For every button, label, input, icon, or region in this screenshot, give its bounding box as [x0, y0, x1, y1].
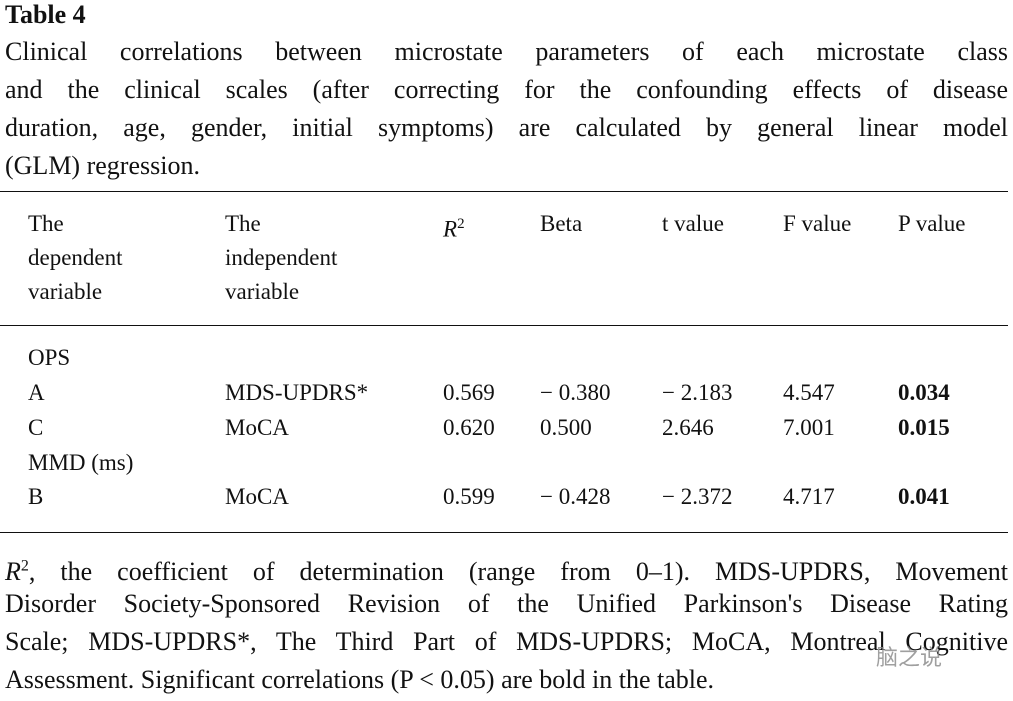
column-header: The — [28, 211, 64, 236]
footnote-symbol: R2, the coefficient of determination (ra… — [5, 557, 1008, 586]
table-cell: MoCA — [225, 484, 289, 509]
table-cell: 4.717 — [783, 484, 835, 509]
column-header: dependent — [28, 245, 123, 270]
table-cell: 0.500 — [540, 415, 592, 440]
column-header: independent — [225, 245, 338, 270]
table-cell: 7.001 — [783, 415, 835, 440]
column-header: The — [225, 211, 261, 236]
caption-line: (GLM) regression. — [5, 151, 200, 180]
column-header: R2 — [443, 207, 465, 247]
row-label: MMD (ms) — [28, 450, 134, 475]
bottom-rule — [0, 532, 1008, 533]
footnote-line: R2, the coefficient of determination (ra… — [5, 551, 1008, 587]
table-cell: − 0.428 — [540, 484, 611, 509]
table-title: Table 4 — [5, 0, 86, 29]
column-header: F value — [783, 211, 852, 236]
top-rule — [0, 191, 1008, 192]
row-label: A — [28, 380, 45, 405]
row-label: B — [28, 484, 44, 509]
footnote-line: Assessment. Significant correlations (P … — [5, 665, 715, 694]
table-cell: − 0.380 — [540, 380, 611, 405]
header-rule — [0, 325, 1008, 326]
table-cell: MDS-UPDRS* — [225, 380, 369, 405]
caption-line: Clinical correlations between microstate… — [5, 37, 1008, 66]
caption-line: duration, age, gender, initial symptoms)… — [5, 113, 1008, 142]
footnote-line: Scale; MDS-UPDRS*, The Third Part of MDS… — [5, 627, 1008, 656]
footnote-text: , the coefficient of determination (rang… — [28, 556, 1008, 586]
table-cell: 0.041 — [898, 484, 950, 509]
symbol: R — [5, 556, 21, 586]
column-header: t value — [662, 211, 724, 236]
column-header: Beta — [540, 211, 583, 236]
table-cell: 0.569 — [443, 380, 495, 405]
table-cell: 0.599 — [443, 484, 495, 509]
row-label: C — [28, 415, 44, 440]
header-symbol: R — [443, 216, 458, 242]
table-cell: − 2.183 — [662, 380, 733, 405]
caption-line: and the clinical scales (after correctin… — [5, 75, 1008, 104]
row-label: OPS — [28, 345, 71, 370]
footnote-line: Disorder Society-Sponsored Revision of t… — [5, 589, 1008, 618]
header-superscript: 2 — [457, 216, 465, 232]
superscript: 2 — [20, 557, 29, 574]
table-cell: 4.547 — [783, 380, 835, 405]
table-cell: 0.034 — [898, 380, 950, 405]
table-cell: 2.646 — [662, 415, 714, 440]
table-cell: MoCA — [225, 415, 289, 440]
table-cell: 0.015 — [898, 415, 950, 440]
column-header: P value — [898, 211, 966, 236]
table-cell: − 2.372 — [662, 484, 733, 509]
column-header: variable — [28, 279, 103, 304]
column-header: variable — [225, 279, 300, 304]
watermark: 脑之说 — [876, 646, 943, 671]
table-cell: 0.620 — [443, 415, 495, 440]
